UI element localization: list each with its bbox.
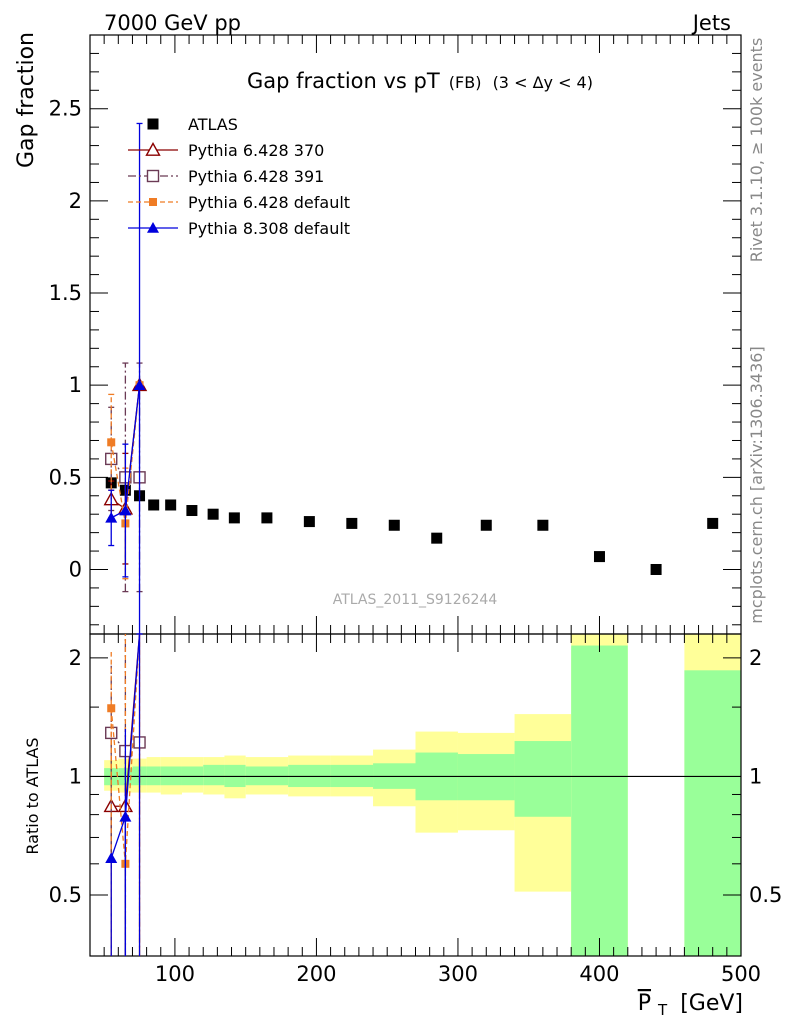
data-point (480, 519, 492, 531)
data-point (119, 504, 132, 516)
ratio-point (107, 704, 116, 713)
x-tick-label: 300 (438, 962, 478, 986)
data-point (107, 438, 116, 447)
ratio-point (105, 852, 118, 864)
legend-label: ATLAS (188, 115, 238, 134)
data-point (303, 516, 315, 528)
y-tick-label: 0.5 (49, 465, 82, 489)
green-band-16 (684, 670, 741, 956)
main-plot-title: Gap fraction vs pT (FB) (3 < Δy < 4) (247, 69, 593, 93)
ratio-y-tick-label-right: 1 (749, 764, 762, 788)
x-axis-label: P T [GeV] (638, 991, 743, 1021)
ratio-y-tick-label-left: 0.5 (49, 883, 82, 907)
main-y-axis-label: Gap fraction (14, 32, 39, 168)
data-point (346, 517, 358, 529)
legend-label: Pythia 6.428 default (188, 193, 350, 212)
main-axis-ticks: 0 0.5 1 1.5 2 2.5 (49, 35, 742, 634)
green-band-15 (571, 645, 628, 956)
legend-marker (145, 142, 161, 156)
ratio-series-2 (107, 633, 141, 956)
data-point (228, 512, 240, 524)
legend-marker (146, 169, 160, 183)
data-point (165, 499, 177, 511)
analysis-id-label: ATLAS_2011_S9126244 (333, 592, 498, 608)
data-point (388, 519, 400, 531)
legend-label: Pythia 8.308 default (188, 219, 350, 238)
ratio-uncertainty-bands (90, 634, 741, 956)
legend: ATLAS Pythia 6.428 370 Pythia 6.428 391 Pyt… (128, 115, 350, 238)
data-point (261, 512, 273, 524)
legend-marker (147, 222, 159, 233)
x-axis-label-main: P (638, 991, 651, 1016)
data-point (650, 563, 662, 575)
data-point (431, 532, 443, 544)
ratio-series-3 (105, 633, 141, 956)
rivet-version-label: Rivet 3.1.10, ≥ 100k events (747, 38, 766, 263)
ratio-axis-ticks: 100 200 300 400 500 0.5 0.5 1 1 2 2 (49, 634, 782, 986)
y-tick-label: 1.5 (49, 281, 82, 305)
y-tick-label: 2 (69, 189, 82, 213)
x-axis-label-unit: [GeV] (680, 991, 743, 1016)
legend-marker (147, 118, 159, 130)
title-suffix: (FB) (449, 73, 482, 92)
ratio-y-tick-label-left: 2 (69, 646, 82, 670)
title-range: (3 < Δy < 4) (493, 73, 593, 92)
ratio-data-marks (103, 633, 146, 956)
series-4 (105, 122, 146, 635)
ratio-y-tick-label-right: 2 (749, 646, 762, 670)
ratio-y-tick-label-right: 0.5 (749, 883, 782, 907)
mcplots-label: mcplots.cern.ch [arXiv:1306.3436] (747, 346, 766, 623)
green-band-13 (457, 754, 515, 801)
data-point (593, 551, 605, 563)
x-tick-label: 400 (579, 962, 619, 986)
ratio-y-axis-label: Ratio to ATLAS (23, 737, 42, 854)
green-band-6 (203, 764, 225, 786)
x-axis-label-sub: T (657, 1001, 668, 1019)
legend-marker (149, 198, 157, 206)
x-tick-label: 500 (721, 962, 761, 986)
ratio-series-0 (103, 633, 141, 956)
data-point (707, 517, 719, 529)
data-point (105, 511, 118, 523)
x-tick-label: 100 (155, 962, 195, 986)
data-point (207, 508, 219, 520)
legend-label: Pythia 6.428 391 (188, 167, 324, 186)
y-tick-label: 0 (69, 557, 82, 581)
process-label: Jets (691, 11, 731, 35)
data-point (148, 499, 160, 511)
ratio-point (119, 810, 132, 822)
y-tick-label: 2.5 (49, 97, 82, 121)
data-point (186, 505, 198, 517)
x-tick-label: 200 (296, 962, 336, 986)
energy-label: 7000 GeV pp (104, 11, 241, 35)
title-main: Gap fraction vs pT (247, 69, 440, 93)
ratio-y-tick-label-left: 1 (69, 764, 82, 788)
main-data-marks (103, 122, 719, 635)
green-band-14 (514, 741, 572, 817)
legend-label: Pythia 6.428 370 (188, 141, 324, 160)
data-point (537, 519, 549, 531)
y-tick-label: 1 (69, 373, 82, 397)
series-0 (105, 477, 719, 575)
data-point (133, 379, 146, 390)
